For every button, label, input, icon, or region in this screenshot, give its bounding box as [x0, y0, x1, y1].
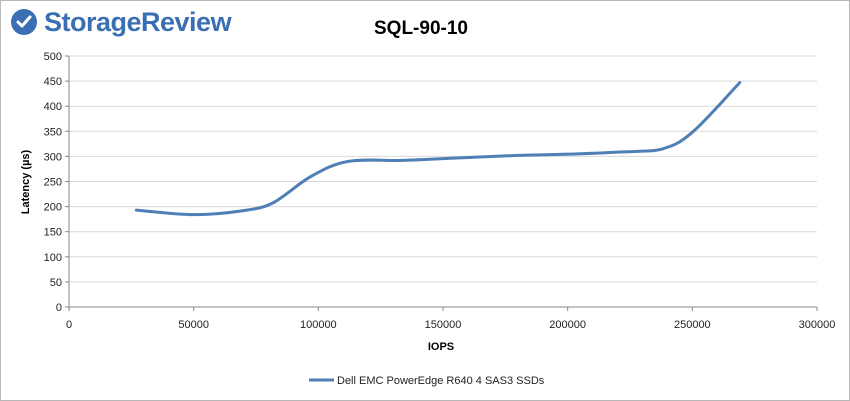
y-tick-label: 500 — [44, 51, 62, 63]
x-tick-label: 150000 — [425, 319, 462, 331]
x-tick-label: 50000 — [178, 319, 209, 331]
series-line — [134, 81, 742, 217]
x-axis-ticks: 0 50000 100000 150000 200000 250000 300000 — [66, 307, 835, 331]
y-tick-label: 350 — [44, 126, 62, 138]
x-axis-label: IOPS — [428, 341, 454, 353]
y-tick-label: 250 — [44, 177, 62, 189]
grid-lines — [69, 55, 817, 283]
y-axis-label: Latency (µs) — [20, 149, 32, 214]
data-series — [134, 81, 742, 217]
x-tick-label: 250000 — [674, 319, 711, 331]
y-tick-label: 150 — [44, 227, 62, 239]
legend: Dell EMC PowerEdge R640 4 SAS3 SSDs — [309, 375, 545, 387]
y-tick-label: 0 — [56, 302, 62, 314]
storagereview-logo: StorageReview — [9, 6, 232, 37]
x-tick-label: 100000 — [300, 319, 337, 331]
y-tick-label: 450 — [44, 76, 62, 88]
legend-entry: Dell EMC PowerEdge R640 4 SAS3 SSDs — [337, 375, 545, 387]
y-tick-label: 200 — [44, 202, 62, 214]
logo-icon — [11, 9, 37, 35]
x-tick-label: 300000 — [799, 319, 836, 331]
chart-title: SQL-90-10 — [374, 18, 468, 39]
y-tick-label: 50 — [50, 277, 62, 289]
x-tick-label: 0 — [66, 319, 72, 331]
y-tick-label: 400 — [44, 101, 62, 113]
y-tick-label: 100 — [44, 252, 62, 264]
y-tick-label: 300 — [44, 151, 62, 163]
x-tick-label: 200000 — [549, 319, 586, 331]
logo-text: StorageReview — [44, 6, 232, 37]
y-axis-ticks: 0 50 100 150 200 250 300 350 400 450 500 — [44, 51, 69, 314]
